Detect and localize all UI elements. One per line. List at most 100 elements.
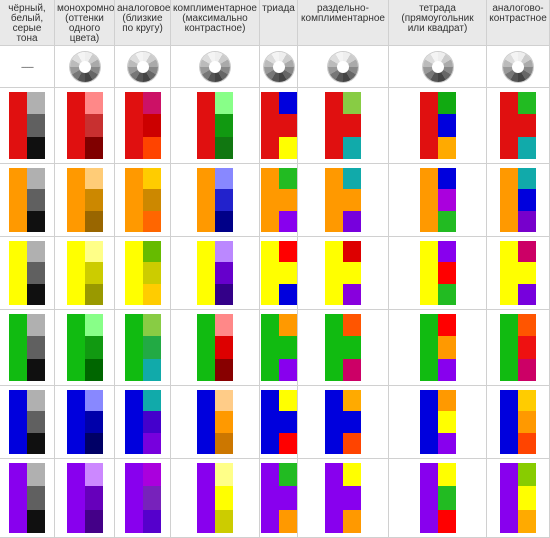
color-block: [343, 241, 361, 263]
scheme-swatch: [500, 92, 536, 159]
color-block: [27, 463, 45, 487]
color-block: [215, 411, 233, 433]
color-block: [142, 463, 161, 487]
scheme-swatch: [9, 390, 45, 454]
scheme-swatch: [66, 168, 103, 232]
scheme-swatch: [197, 314, 233, 381]
scheme-cell: [171, 88, 260, 164]
color-block: [215, 189, 233, 211]
color-block: [343, 136, 361, 159]
color-block: [278, 411, 297, 433]
color-block: [84, 336, 103, 359]
color-block: [142, 262, 161, 284]
color-block: [437, 463, 456, 487]
color-block: [278, 358, 297, 381]
scheme-cell: [171, 310, 260, 386]
color-block: [215, 114, 233, 137]
color-block: [343, 114, 361, 137]
color-wheel-icon: [422, 51, 453, 82]
color-block: [343, 210, 361, 232]
color-block: [419, 463, 438, 533]
color-block: [84, 168, 103, 190]
color-block: [215, 262, 233, 284]
scheme-swatch: [197, 168, 233, 232]
scheme-cell: [0, 237, 55, 310]
scheme-cell: [298, 88, 389, 164]
color-wheel-icon: [200, 51, 230, 82]
color-block: [215, 509, 233, 533]
scheme-swatch: [325, 241, 361, 305]
color-block: [518, 189, 536, 211]
color-block: [343, 432, 361, 454]
scheme-swatch: [325, 314, 361, 381]
color-block: [437, 136, 456, 159]
scheme-swatch: [66, 241, 103, 305]
color-block: [325, 463, 343, 533]
color-block: [84, 432, 103, 454]
color-block: [518, 463, 536, 487]
scheme-cell: [0, 310, 55, 386]
scheme-cell: [55, 459, 115, 538]
color-block: [343, 486, 361, 510]
scheme-cell: [298, 459, 389, 538]
color-block: [197, 314, 215, 381]
color-block: [500, 463, 518, 533]
scheme-swatch: [66, 314, 103, 381]
scheme-cell: [487, 310, 550, 386]
color-block: [197, 92, 215, 159]
column-header: аналогово- контрастное: [487, 0, 550, 46]
color-block: [343, 168, 361, 190]
color-block: [9, 92, 27, 159]
scheme-swatch: [500, 463, 536, 533]
scheme-swatch: [260, 92, 297, 159]
scheme-cell: [260, 310, 298, 386]
color-block: [343, 463, 361, 487]
scheme-cell: [171, 386, 260, 459]
scheme-swatch: [197, 92, 233, 159]
color-block: [343, 262, 361, 284]
scheme-swatch: [124, 463, 161, 533]
scheme-swatch: [260, 314, 297, 381]
color-block: [278, 92, 297, 115]
color-block: [437, 189, 456, 211]
scheme-swatch: [260, 168, 297, 232]
scheme-cell: [171, 164, 260, 237]
scheme-cell: [260, 88, 298, 164]
color-block: [437, 432, 456, 454]
color-block: [215, 136, 233, 159]
color-block: [142, 411, 161, 433]
color-block: [27, 210, 45, 232]
color-block: [142, 210, 161, 232]
color-block: [197, 241, 215, 305]
wheel-cell: [171, 46, 260, 88]
color-block: [518, 314, 536, 337]
color-block: [27, 283, 45, 305]
color-block: [124, 168, 143, 232]
scheme-cell: [487, 386, 550, 459]
scheme-swatch: [124, 241, 161, 305]
column-header: раздельно- комплиментарное: [298, 0, 389, 46]
wheel-cell: [389, 46, 487, 88]
column-header: монохромное (оттенки одного цвета): [55, 0, 115, 46]
color-block: [84, 358, 103, 381]
scheme-swatch: [500, 314, 536, 381]
color-block: [518, 283, 536, 305]
color-block: [437, 210, 456, 232]
color-wheel-icon: [69, 51, 100, 82]
scheme-cell: [55, 164, 115, 237]
color-block: [518, 262, 536, 284]
scheme-cell: [115, 88, 171, 164]
scheme-swatch: [124, 92, 161, 159]
color-block: [27, 262, 45, 284]
scheme-cell: [389, 386, 487, 459]
color-block: [343, 390, 361, 412]
color-block: [27, 92, 45, 115]
color-block: [260, 241, 279, 305]
color-block: [27, 486, 45, 510]
scheme-swatch: [500, 390, 536, 454]
scheme-swatch: [260, 390, 297, 454]
scheme-cell: [389, 164, 487, 237]
color-block: [437, 262, 456, 284]
scheme-cell: [0, 88, 55, 164]
color-block: [142, 486, 161, 510]
